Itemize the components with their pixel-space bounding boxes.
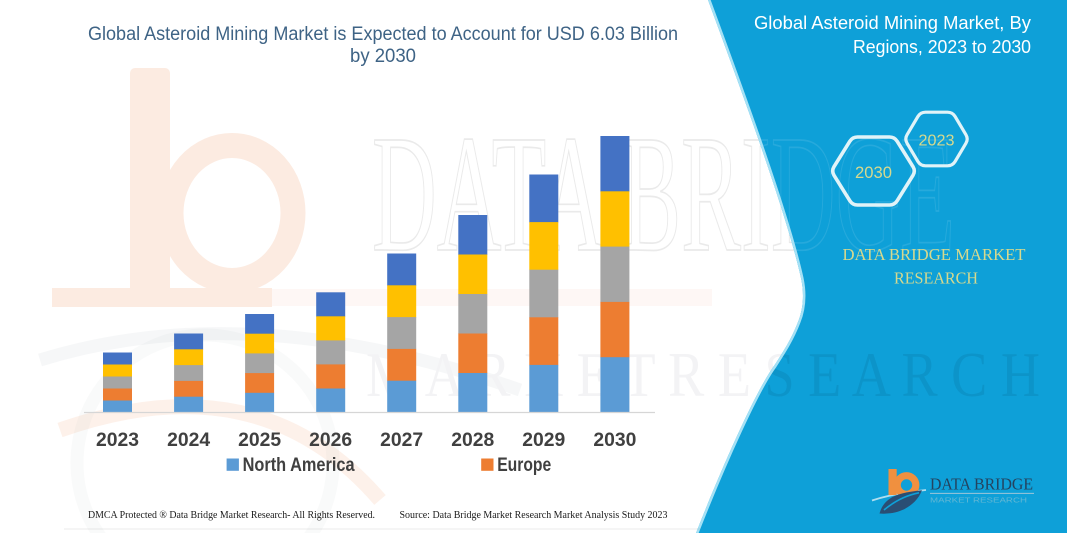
svg-text:2028: 2028 [451,430,494,451]
svg-text:DMCA Protected ® Data Bridge M: DMCA Protected ® Data Bridge Market Rese… [88,510,375,521]
svg-text:DATA BRIDGE: DATA BRIDGE [372,101,955,287]
svg-text:MARKET RESEARCH: MARKET RESEARCH [930,496,1027,505]
svg-text:2024: 2024 [167,430,210,451]
svg-text:RESEARCH: RESEARCH [894,269,978,288]
svg-text:North America: North America [243,455,355,476]
svg-text:DATA BRIDGE: DATA BRIDGE [930,475,1033,494]
svg-text:Source: Data Bridge Market Res: Source: Data Bridge Market Research Mark… [400,510,668,521]
svg-text:DATA BRIDGE MARKET: DATA BRIDGE MARKET [843,245,1027,264]
svg-text:Regions, 2023 to 2030: Regions, 2023 to 2030 [853,37,1031,57]
svg-text:2030: 2030 [593,430,636,451]
svg-text:2027: 2027 [380,430,423,451]
svg-text:2023: 2023 [919,133,955,150]
svg-text:Global Asteroid Mining Market,: Global Asteroid Mining Market, By [754,13,1031,33]
svg-text:2026: 2026 [309,430,352,451]
svg-text:Global Asteroid Mining Market: Global Asteroid Mining Market is Expecte… [88,24,678,45]
svg-text:2029: 2029 [522,430,565,451]
svg-text:Europe: Europe [497,455,551,476]
svg-text:M A R K E T R E S E A R C H: M A R K E T R E S E A R C H [366,339,1040,410]
svg-text:2023: 2023 [96,430,139,451]
svg-text:2025: 2025 [238,430,281,451]
svg-text:by 2030: by 2030 [350,46,416,67]
svg-text:2030: 2030 [855,163,892,182]
